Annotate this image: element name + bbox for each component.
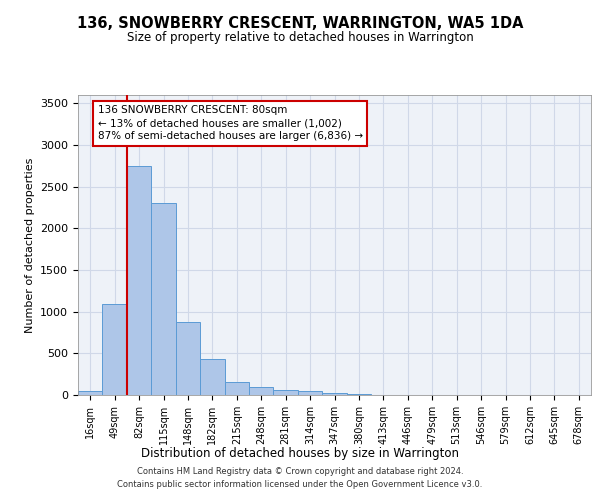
Y-axis label: Number of detached properties: Number of detached properties bbox=[25, 158, 35, 332]
Bar bbox=[151, 202, 176, 395]
Bar bbox=[347, 394, 371, 395]
Text: 136, SNOWBERRY CRESCENT, WARRINGTON, WA5 1DA: 136, SNOWBERRY CRESCENT, WARRINGTON, WA5… bbox=[77, 16, 523, 31]
Text: Distribution of detached houses by size in Warrington: Distribution of detached houses by size … bbox=[141, 448, 459, 460]
Bar bbox=[200, 359, 224, 395]
Bar bbox=[274, 390, 298, 395]
Bar bbox=[249, 387, 274, 395]
Bar bbox=[78, 391, 103, 395]
Bar bbox=[298, 391, 322, 395]
Text: 136 SNOWBERRY CRESCENT: 80sqm
← 13% of detached houses are smaller (1,002)
87% o: 136 SNOWBERRY CRESCENT: 80sqm ← 13% of d… bbox=[98, 105, 362, 142]
Bar bbox=[103, 304, 127, 395]
Text: Contains HM Land Registry data © Crown copyright and database right 2024.
Contai: Contains HM Land Registry data © Crown c… bbox=[118, 468, 482, 489]
Text: Size of property relative to detached houses in Warrington: Size of property relative to detached ho… bbox=[127, 31, 473, 44]
Bar bbox=[322, 393, 347, 395]
Bar bbox=[224, 382, 249, 395]
Bar bbox=[176, 322, 200, 395]
Bar bbox=[127, 166, 151, 395]
